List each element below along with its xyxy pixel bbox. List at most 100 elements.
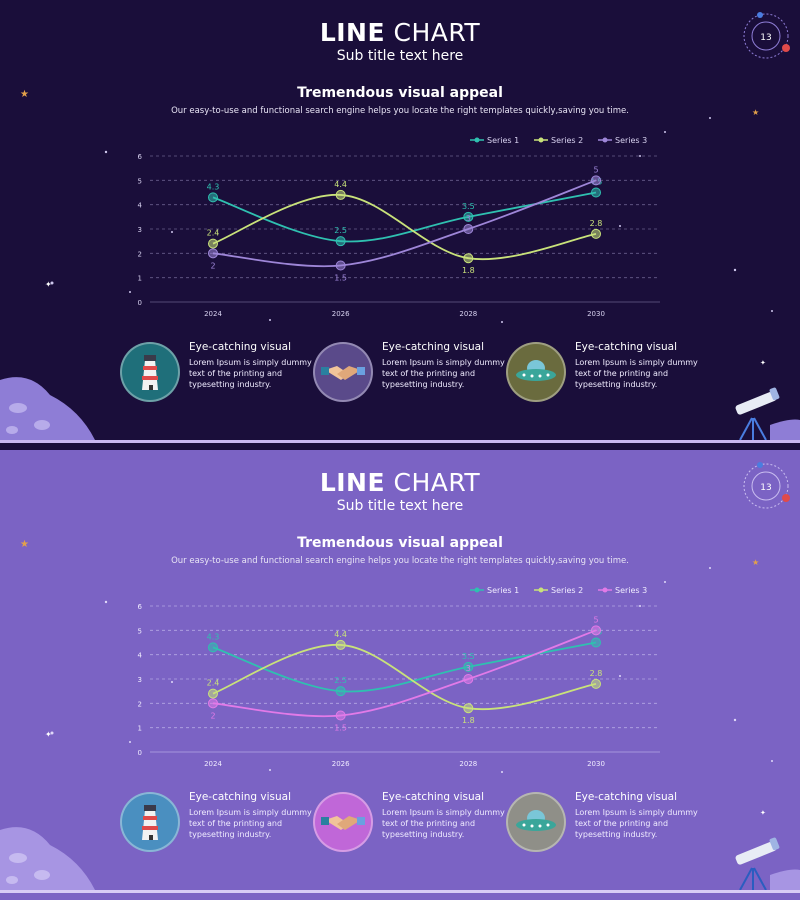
star-icon: ✦ bbox=[760, 809, 766, 817]
x-tick-label: 2030 bbox=[587, 760, 605, 768]
feature-text: Lorem Ipsum is simply dummy text of the … bbox=[382, 808, 505, 839]
data-label: 3 bbox=[466, 214, 471, 223]
slide-number: 13 bbox=[760, 483, 771, 493]
legend-marker bbox=[474, 137, 480, 143]
line-chart: 012345620242026202820304.32.53.54.52.44.… bbox=[138, 136, 660, 318]
y-tick-label: 0 bbox=[138, 749, 142, 757]
data-label: 4.4 bbox=[334, 180, 347, 189]
data-label: 1.8 bbox=[462, 716, 475, 725]
data-label: 3.5 bbox=[462, 202, 475, 211]
y-tick-label: 6 bbox=[138, 153, 143, 161]
legend-marker bbox=[474, 587, 480, 593]
bottom-border bbox=[0, 890, 800, 893]
y-tick-label: 5 bbox=[138, 627, 142, 635]
data-point bbox=[335, 710, 346, 721]
data-point bbox=[208, 688, 218, 699]
star-icon: ✦ bbox=[760, 359, 766, 367]
x-tick-label: 2030 bbox=[587, 310, 605, 318]
feature-title: Eye-catching visual bbox=[382, 791, 485, 803]
feature-icon-circle bbox=[313, 342, 373, 402]
data-point bbox=[463, 211, 474, 222]
data-point bbox=[335, 686, 346, 697]
series-line bbox=[212, 629, 597, 718]
feature-icon-circle bbox=[120, 342, 180, 402]
line-chart: 012345620242026202820304.32.53.54.52.44.… bbox=[138, 586, 660, 768]
data-point bbox=[463, 661, 474, 672]
title-bold: LINE bbox=[319, 468, 386, 497]
feature-item: Eye-catching visual Lorem Ipsum is simpl… bbox=[313, 340, 505, 410]
planet-icon bbox=[782, 494, 790, 502]
feature-item: Eye-catching visual Lorem Ipsum is simpl… bbox=[506, 340, 698, 410]
title-bold: LINE bbox=[319, 18, 386, 47]
data-point bbox=[463, 253, 474, 264]
y-tick-label: 4 bbox=[138, 652, 143, 660]
x-tick-label: 2026 bbox=[332, 310, 350, 318]
legend-label: Series 2 bbox=[551, 586, 583, 595]
section-heading: Tremendous visual appeal bbox=[297, 85, 503, 101]
y-tick-label: 0 bbox=[138, 299, 142, 307]
y-tick-label: 2 bbox=[138, 250, 142, 258]
feature-title: Eye-catching visual bbox=[575, 791, 678, 803]
y-tick-label: 6 bbox=[138, 603, 143, 611]
data-label: 2.5 bbox=[334, 226, 347, 235]
slide-number: 13 bbox=[760, 33, 771, 43]
data-point bbox=[591, 175, 601, 186]
data-point bbox=[463, 703, 474, 714]
subtitle: Sub title text here bbox=[336, 498, 464, 514]
data-point bbox=[208, 698, 218, 709]
data-point bbox=[463, 224, 474, 234]
data-label: 2.8 bbox=[590, 669, 603, 678]
feature-text: Lorem Ipsum is simply dummy text of the … bbox=[575, 808, 698, 839]
data-label: 1.8 bbox=[462, 266, 475, 275]
section-description: Our easy-to-use and functional search en… bbox=[171, 106, 629, 116]
lighthouse-icon bbox=[142, 355, 158, 390]
legend-marker bbox=[602, 137, 608, 143]
ufo-icon bbox=[516, 810, 556, 831]
slide-number-badge: 13 bbox=[740, 10, 794, 64]
legend-label: Series 3 bbox=[615, 586, 647, 595]
feature-title: Eye-catching visual bbox=[189, 341, 292, 353]
handshake-icon bbox=[321, 366, 365, 380]
data-point bbox=[591, 625, 601, 636]
data-label: 3.5 bbox=[462, 652, 475, 661]
handshake-icon bbox=[321, 816, 365, 830]
feature-list: Eye-catching visual Lorem Ipsum is simpl… bbox=[120, 340, 700, 410]
feature-item: Eye-catching visual Lorem Ipsum is simpl… bbox=[506, 790, 698, 860]
feature-text: Lorem Ipsum is simply dummy text of the … bbox=[575, 358, 698, 389]
data-label: 2.8 bbox=[590, 219, 603, 228]
x-tick-label: 2028 bbox=[459, 310, 477, 318]
ufo-icon bbox=[516, 360, 556, 381]
page-title: LINE CHART bbox=[0, 18, 800, 47]
data-point bbox=[591, 678, 601, 689]
legend-marker bbox=[538, 137, 544, 143]
data-label: 5 bbox=[593, 165, 598, 174]
data-point bbox=[335, 189, 346, 200]
data-label: 2 bbox=[210, 711, 215, 720]
feature-item: Eye-catching visual Lorem Ipsum is simpl… bbox=[313, 790, 505, 860]
y-tick-label: 1 bbox=[138, 275, 142, 283]
x-tick-label: 2028 bbox=[459, 760, 477, 768]
planet-icon bbox=[757, 462, 763, 468]
y-tick-label: 3 bbox=[138, 226, 142, 234]
data-label: 2 bbox=[210, 261, 215, 270]
title-rest: CHART bbox=[393, 18, 481, 47]
slide-number-badge: 13 bbox=[740, 460, 794, 514]
feature-title: Eye-catching visual bbox=[189, 791, 292, 803]
feature-icon-circle bbox=[313, 792, 373, 852]
legend-label: Series 1 bbox=[487, 586, 519, 595]
feature-text: Lorem Ipsum is simply dummy text of the … bbox=[189, 358, 312, 389]
data-point bbox=[208, 642, 218, 653]
data-point bbox=[208, 192, 218, 203]
legend-label: Series 1 bbox=[487, 136, 519, 145]
data-label: 2.4 bbox=[207, 679, 220, 688]
series-line bbox=[212, 194, 597, 261]
data-point bbox=[335, 236, 346, 247]
legend-marker bbox=[602, 587, 608, 593]
data-point bbox=[591, 228, 601, 239]
y-tick-label: 3 bbox=[138, 676, 142, 684]
data-label: 4.4 bbox=[334, 630, 347, 639]
data-point bbox=[591, 187, 601, 198]
data-label: 4.3 bbox=[207, 182, 220, 191]
y-tick-label: 4 bbox=[138, 202, 143, 210]
y-tick-label: 2 bbox=[138, 700, 142, 708]
